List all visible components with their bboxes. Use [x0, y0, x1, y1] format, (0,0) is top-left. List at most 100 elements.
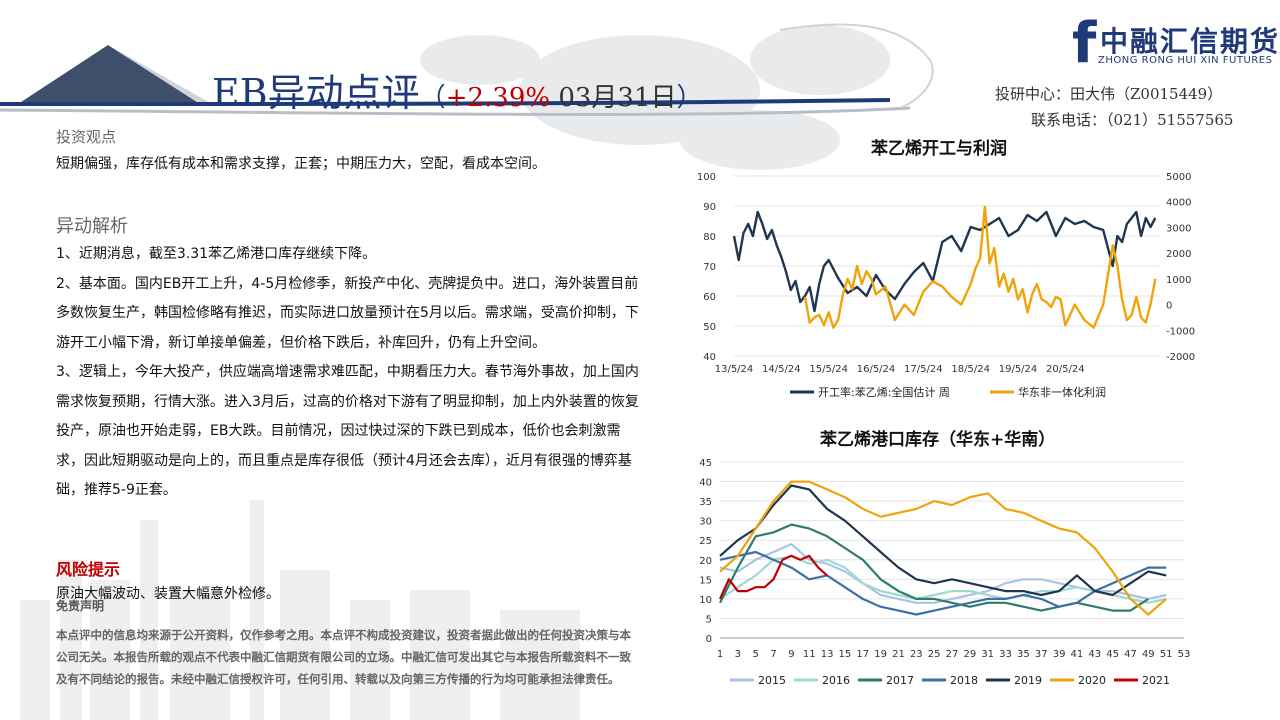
y-right-tick-label: 1000	[1166, 275, 1191, 286]
y-right-tick-label: -1000	[1166, 326, 1195, 337]
x-tick-label: 25	[928, 649, 941, 660]
title-paren-close: ）	[676, 83, 703, 113]
world-map-watermark	[420, 25, 890, 170]
x-tick-label: 19/5/24	[999, 364, 1038, 375]
disclaimer-text: 本点评中的信息均来源于公开资料，仅作参考之用。本点评不构成投资建议，投资者据此做…	[56, 628, 631, 686]
view-text: 短期偏强，库存低有成本和需求支撑，正套；中期压力大，空配，看成本空间。	[56, 156, 546, 172]
y-right-tick-label: 0	[1166, 301, 1172, 312]
disclaimer-heading: 免责声明	[56, 599, 105, 613]
brand-name-en: ZHONG RONG HUI XIN FUTURES	[1098, 55, 1273, 66]
series-line-0	[732, 210, 1157, 313]
legend-label: 2020	[1078, 674, 1106, 687]
legend-label: 2016	[822, 674, 850, 687]
chart1-title: 苯乙烯开工与利润	[871, 139, 1007, 159]
series-line-2019	[719, 484, 1167, 597]
y-tick-label: 20	[699, 556, 712, 567]
x-tick-label: 21	[892, 649, 905, 660]
x-tick-label: 29	[963, 649, 976, 660]
x-tick-label: 19	[874, 649, 887, 660]
x-tick-label: 35	[1017, 649, 1030, 660]
y-right-tick-label: -2000	[1166, 352, 1195, 363]
y-right-tick-label: 2000	[1166, 249, 1191, 260]
x-tick-label: 7	[770, 649, 776, 660]
y-left-tick-label: 80	[703, 232, 716, 243]
x-tick-label: 1	[717, 649, 723, 660]
legend-label: 2019	[1014, 674, 1042, 687]
series-line-2021	[718, 554, 828, 600]
risk-text: 原油大幅波动、装置大幅意外检修。	[56, 586, 280, 602]
x-tick-label: 13	[821, 649, 834, 660]
contact-analyst: 投研中心：田大伟（Z0015449）	[995, 85, 1223, 103]
y-tick-label: 45	[699, 458, 712, 469]
y-right-tick-label: 5000	[1166, 172, 1191, 183]
x-tick-label: 15/5/24	[809, 364, 848, 375]
x-tick-label: 41	[1071, 649, 1084, 660]
x-tick-label: 11	[803, 649, 816, 660]
y-right-tick-label: 3000	[1166, 223, 1191, 234]
title-paren-open: （	[419, 83, 446, 113]
analysis-para-1: 1、近期消息，截至3.31苯乙烯港口库存继续下降。	[56, 246, 377, 262]
x-tick-label: 3	[735, 649, 741, 660]
analysis-para-2: 2、基本面。国内EB开工上升，4-5月检修季，新投产中化、壳牌提负中。进口，海外…	[56, 275, 639, 351]
y-left-tick-label: 90	[703, 202, 716, 213]
x-tick-label: 51	[1160, 649, 1173, 660]
y-tick-label: 25	[699, 536, 712, 547]
series-line-2018	[719, 550, 1167, 616]
x-tick-label: 23	[910, 649, 923, 660]
title-main: EB异动点评	[212, 71, 420, 115]
x-tick-label: 49	[1142, 649, 1155, 660]
y-right-tick-label: 4000	[1166, 198, 1191, 209]
y-left-tick-label: 100	[697, 172, 716, 183]
risk-heading: 风险提示	[56, 560, 121, 579]
brand-mark: f	[1072, 14, 1097, 70]
x-tick-label: 16/5/24	[857, 364, 896, 375]
x-tick-label: 20/5/24	[1046, 364, 1085, 375]
banner-triangle	[18, 45, 200, 104]
skyline-watermark	[20, 500, 580, 720]
y-left-tick-label: 70	[703, 262, 716, 273]
title-date: 03月31日	[550, 83, 677, 113]
legend-label: 华东非一体化利润	[1018, 385, 1106, 399]
y-tick-label: 10	[699, 595, 712, 606]
legend-label: 2015	[758, 674, 786, 687]
x-tick-label: 17	[856, 649, 869, 660]
y-tick-label: 0	[706, 634, 712, 645]
series-line-1	[803, 205, 1157, 329]
analysis-heading: 异动解析	[56, 216, 128, 237]
x-tick-label: 39	[1053, 649, 1066, 660]
legend-label: 2017	[886, 674, 914, 687]
x-tick-label: 27	[946, 649, 959, 660]
x-tick-label: 14/5/24	[762, 364, 801, 375]
brand-name-cn: 中融汇信期货	[1100, 25, 1280, 58]
x-tick-label: 37	[1035, 649, 1048, 660]
page-title: EB异动点评（+2.39% 03月31日）	[212, 62, 703, 117]
analysis-para-3: 3、逻辑上，今年大投产，供应端高增速需求难匹配，中期看压力大。春节海外事故，加上…	[56, 364, 639, 498]
x-tick-label: 9	[788, 649, 794, 660]
x-tick-label: 13/5/24	[715, 364, 754, 375]
company-logo: f	[1072, 14, 1097, 70]
x-tick-label: 31	[981, 649, 994, 660]
legend-label: 开工率:苯乙烯:全国估计 周	[818, 385, 950, 399]
y-left-tick-label: 50	[703, 322, 716, 333]
legend-label: 2018	[950, 674, 978, 687]
x-tick-label: 45	[1106, 649, 1119, 660]
legend-label: 2021	[1142, 674, 1170, 687]
x-tick-label: 43	[1088, 649, 1101, 660]
y-tick-label: 35	[699, 497, 712, 508]
y-tick-label: 15	[699, 575, 712, 586]
operating-rate-profit-chart: 40 50 60 70 80 90 100 -2000 -1000 0 1000 2000 3000 40…	[697, 172, 1195, 399]
x-tick-label: 33	[999, 649, 1012, 660]
x-tick-label: 53	[1178, 649, 1191, 660]
x-tick-label: 5	[753, 649, 759, 660]
y-left-tick-label: 60	[703, 292, 716, 303]
chart2-title: 苯乙烯港口库存（华东+华南）	[820, 430, 1056, 450]
x-tick-label: 18/5/24	[951, 364, 990, 375]
contact-phone: 联系电话：（021）51557565	[1031, 111, 1234, 129]
analysis-body: 1、近期消息，截至3.31苯乙烯港口库存继续下降。 2、基本面。国内EB开工上升…	[56, 240, 644, 506]
y-left-tick-label: 40	[703, 352, 716, 363]
y-tick-label: 5	[706, 614, 712, 625]
title-percent: +2.39%	[445, 83, 551, 113]
y-tick-label: 40	[699, 478, 712, 489]
